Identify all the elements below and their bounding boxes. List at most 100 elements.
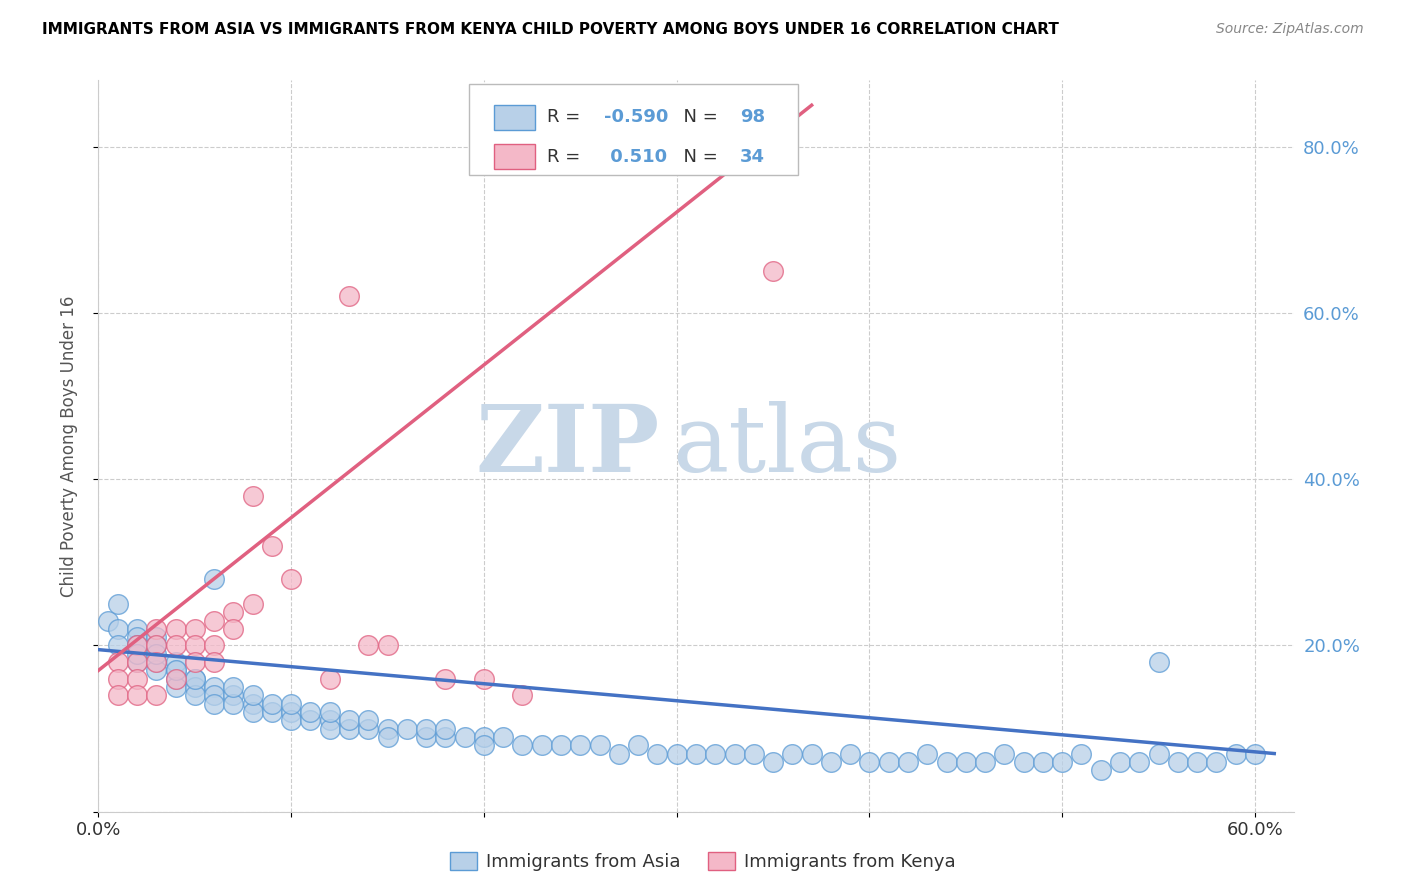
Point (1109, 755, 1132, 769)
Point (125, 655, 148, 669)
Point (280, 705, 302, 719)
Point (145, 689, 167, 703)
Point (145, 655, 167, 669)
Point (377, 639, 399, 653)
Text: 34: 34 (740, 148, 765, 166)
Point (1185, 755, 1208, 769)
Point (357, 722, 380, 736)
Point (337, 722, 360, 736)
Point (242, 489, 264, 503)
Point (588, 738, 610, 752)
Point (107, 689, 129, 703)
Point (685, 747, 707, 761)
Point (125, 639, 148, 653)
Legend: Immigrants from Asia, Immigrants from Kenya: Immigrants from Asia, Immigrants from Ke… (443, 845, 963, 879)
Point (260, 705, 283, 719)
Point (165, 672, 187, 686)
Point (107, 655, 129, 669)
Point (472, 672, 495, 686)
Point (242, 597, 264, 611)
Point (993, 747, 1015, 761)
Point (145, 622, 167, 636)
Point (647, 747, 669, 761)
Point (184, 639, 207, 653)
Point (569, 738, 592, 752)
Point (202, 697, 225, 711)
Point (107, 597, 129, 611)
Point (184, 672, 207, 686)
Point (357, 639, 380, 653)
Point (395, 722, 418, 736)
Point (107, 622, 129, 636)
Point (955, 755, 977, 769)
Point (377, 730, 399, 744)
Point (550, 738, 572, 752)
Point (472, 738, 495, 752)
Text: N =: N = (672, 108, 724, 127)
Point (184, 655, 207, 669)
Point (1090, 763, 1112, 777)
FancyBboxPatch shape (494, 105, 534, 130)
Point (145, 639, 167, 653)
Point (453, 730, 475, 744)
Point (280, 714, 302, 728)
Point (1167, 755, 1189, 769)
Point (202, 572, 225, 586)
Point (319, 722, 342, 736)
Point (165, 664, 187, 678)
Point (319, 714, 342, 728)
Point (935, 755, 957, 769)
Point (280, 697, 302, 711)
Point (1050, 755, 1073, 769)
Text: 0.510: 0.510 (605, 148, 666, 166)
Point (1032, 755, 1054, 769)
Point (723, 747, 745, 761)
Point (877, 755, 900, 769)
Point (299, 714, 322, 728)
Point (202, 680, 225, 694)
Point (704, 747, 727, 761)
Point (800, 747, 823, 761)
Point (762, 755, 785, 769)
Point (260, 697, 283, 711)
Text: 98: 98 (740, 108, 765, 127)
Point (165, 680, 187, 694)
Point (165, 622, 187, 636)
Point (472, 730, 495, 744)
Point (280, 572, 302, 586)
Point (145, 664, 167, 678)
Text: IMMIGRANTS FROM ASIA VS IMMIGRANTS FROM KENYA CHILD POVERTY AMONG BOYS UNDER 16 : IMMIGRANTS FROM ASIA VS IMMIGRANTS FROM … (42, 22, 1059, 37)
Point (607, 747, 630, 761)
Point (107, 639, 129, 653)
Text: R =: R = (547, 108, 585, 127)
Text: R =: R = (547, 148, 585, 166)
Point (762, 264, 785, 278)
Point (1128, 755, 1150, 769)
Point (897, 755, 920, 769)
Point (377, 722, 399, 736)
Point (434, 730, 457, 744)
Point (1070, 747, 1092, 761)
Point (202, 689, 225, 703)
Point (530, 738, 553, 752)
Point (202, 614, 225, 628)
Point (415, 730, 437, 744)
Point (165, 655, 187, 669)
Point (357, 714, 380, 728)
Point (337, 289, 360, 303)
FancyBboxPatch shape (470, 84, 797, 176)
Point (415, 722, 437, 736)
Point (299, 705, 322, 719)
Y-axis label: Child Poverty Among Boys Under 16: Child Poverty Among Boys Under 16 (59, 295, 77, 597)
Point (627, 738, 650, 752)
Point (782, 747, 804, 761)
Point (1205, 755, 1227, 769)
Point (242, 689, 264, 703)
Point (145, 639, 167, 653)
Point (1147, 655, 1170, 669)
Point (184, 689, 207, 703)
Point (125, 647, 148, 661)
Text: Source: ZipAtlas.com: Source: ZipAtlas.com (1216, 22, 1364, 37)
Point (1244, 747, 1267, 761)
Point (125, 672, 148, 686)
